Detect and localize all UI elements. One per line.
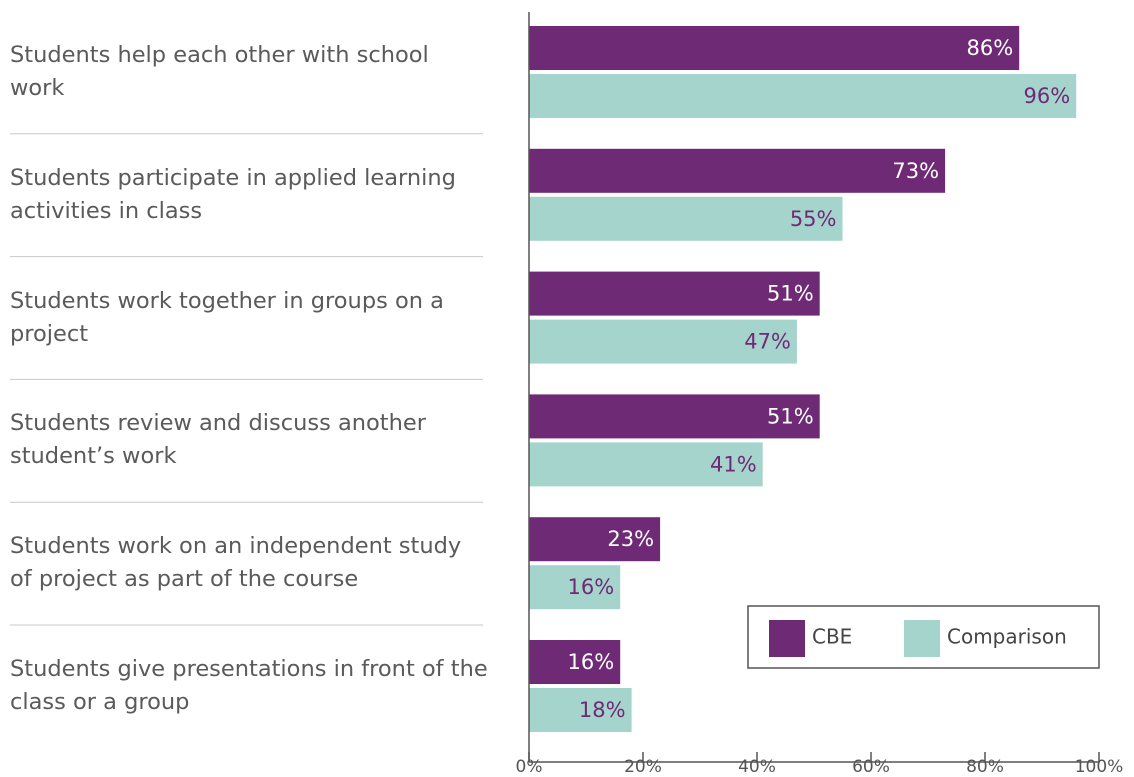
bar [529,517,661,562]
bar [529,271,820,316]
bar [529,394,820,439]
value-label: 73% [892,159,939,183]
category-label: Students participate in applied learning… [10,164,456,224]
bar [529,148,946,193]
x-tick-label: 20% [624,757,662,777]
value-label: 18% [579,698,626,722]
category-label: Students work together in groups on a pr… [10,287,444,347]
x-tick-label: 40% [738,757,776,777]
bar [529,74,1077,118]
bar [529,319,797,364]
category-label: Students give presentations in front of … [10,656,488,715]
value-label: 51% [767,404,814,428]
value-label: 47% [744,330,791,354]
bar [529,442,763,487]
legend-swatch [904,620,940,657]
category-label: Students review and discuss another stud… [10,410,426,470]
category-label: Students work on an independent study of… [10,533,462,593]
legend-swatch [769,620,805,657]
value-label: 16% [568,650,615,674]
x-tick-label: 100% [1075,757,1124,777]
bar [529,26,1020,70]
value-label: 55% [790,207,837,231]
x-tick-label: 60% [852,757,890,777]
value-label: 96% [1024,84,1071,108]
bar [529,640,621,684]
value-label: 23% [607,527,654,551]
legend-label: CBE [812,625,852,649]
category-label: Students help each other with school wor… [10,42,429,101]
x-tick-label: 0% [516,757,543,777]
bar [529,196,843,241]
legend-label: Comparison [947,625,1067,649]
value-label: 51% [767,282,814,306]
x-tick-label: 80% [966,757,1004,777]
value-label: 16% [568,575,615,599]
value-label: 86% [967,36,1014,60]
bar [529,688,632,732]
value-label: 41% [710,452,757,476]
bar [529,565,621,610]
